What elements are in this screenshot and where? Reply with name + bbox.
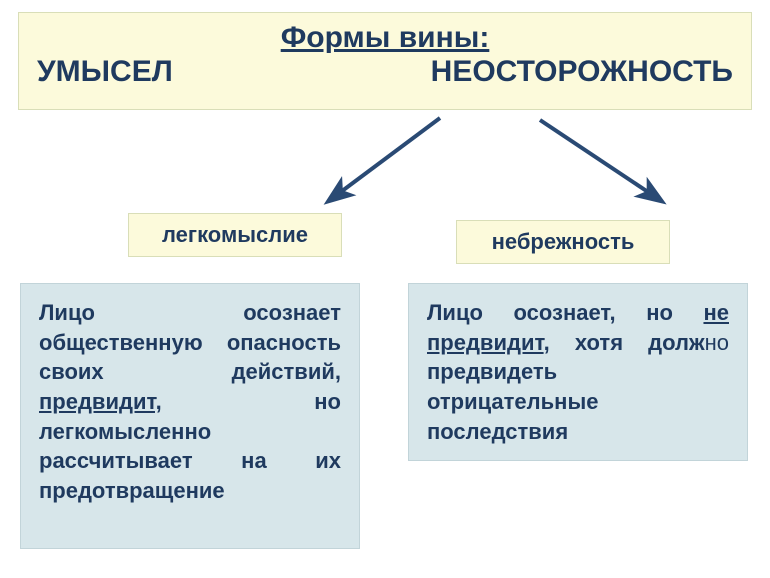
desc-left-box: Лицо осознает общественную опасность сво… (20, 283, 360, 549)
desc-right-tail: предвидеть отрицательные последствия (427, 359, 598, 443)
diagram-title: Формы вины: (19, 21, 751, 55)
arrow-right-line (540, 120, 660, 200)
desc-right-mid: , хотя долж (544, 330, 705, 355)
header-box: Формы вины: УМЫСЕЛ НЕОСТОРОЖНОСТЬ (18, 12, 752, 110)
desc-right-normal: но (705, 330, 729, 355)
desc-left-underline: предвидит, (39, 389, 162, 414)
arrow-left-line (330, 118, 440, 200)
header-left-label: УМЫСЕЛ (37, 55, 173, 89)
branch-left-box: легкомыслие (128, 213, 342, 257)
branch-left-label: легкомыслие (162, 222, 308, 248)
desc-right-pre: Лицо осознает, но (427, 300, 703, 325)
header-right-label: НЕОСТОРОЖНОСТЬ (431, 55, 733, 89)
desc-right-text: Лицо осознает, но не предвидит, хотя дол… (427, 298, 729, 446)
branch-right-box: небрежность (456, 220, 670, 264)
branch-right-label: небрежность (492, 229, 635, 255)
desc-right-box: Лицо осознает, но не предвидит, хотя дол… (408, 283, 748, 461)
desc-left-text: Лицо осознает общественную опасность сво… (39, 298, 341, 506)
desc-left-pre: Лицо осознает общественную опасность сво… (39, 300, 341, 384)
